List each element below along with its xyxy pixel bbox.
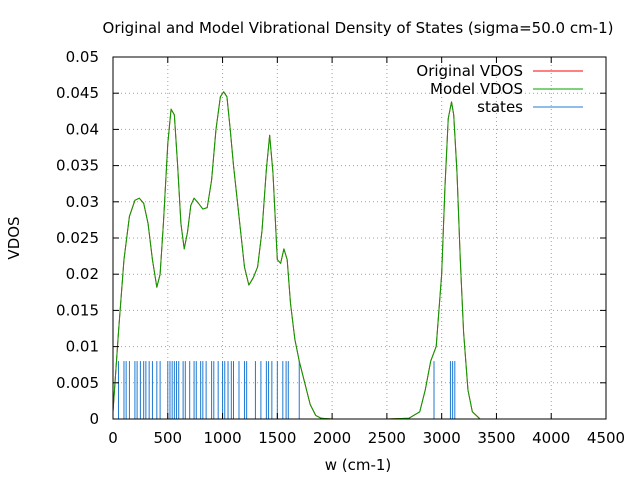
legend-label-model-vdos: Model VDOS bbox=[430, 80, 523, 98]
y-tick-label: 0.035 bbox=[56, 157, 99, 175]
grid bbox=[113, 57, 606, 419]
x-tick-label: 2500 bbox=[368, 429, 406, 447]
x-tick-label: 3000 bbox=[423, 429, 461, 447]
y-tick-label: 0.045 bbox=[56, 84, 99, 102]
x-tick-label: 500 bbox=[153, 429, 182, 447]
y-tick-label: 0.04 bbox=[66, 120, 99, 138]
x-axis-label: w (cm-1) bbox=[325, 456, 392, 474]
y-tick-label: 0.015 bbox=[56, 301, 99, 319]
x-tick-label: 2000 bbox=[313, 429, 351, 447]
x-tick-label: 4500 bbox=[587, 429, 625, 447]
x-tick-label: 0 bbox=[108, 429, 118, 447]
y-tick-label: 0.01 bbox=[66, 338, 99, 356]
chart-title: Original and Model Vibrational Density o… bbox=[103, 19, 614, 37]
legend: Original VDOS Model VDOS states bbox=[416, 62, 583, 116]
series-lines bbox=[112, 91, 606, 420]
x-tick-label: 1000 bbox=[203, 429, 241, 447]
series-states bbox=[117, 361, 456, 419]
y-ticks: 0 0.005 0.01 0.015 0.02 0.025 0.03 0.035 0.04 0.0… bbox=[56, 48, 606, 428]
y-tick-label: 0.05 bbox=[66, 48, 99, 66]
series-line-model-vdos bbox=[112, 91, 606, 420]
legend-label-states: states bbox=[477, 98, 523, 116]
x-tick-label: 1500 bbox=[258, 429, 296, 447]
x-ticks: 0 500 1000 1500 2000 2500 3000 3500 4000 4500 bbox=[108, 57, 625, 447]
y-axis-label: VDOS bbox=[5, 216, 23, 259]
series-original-vdos bbox=[112, 91, 606, 420]
x-tick-label: 3500 bbox=[477, 429, 515, 447]
x-tick-label: 4000 bbox=[532, 429, 570, 447]
y-tick-label: 0.02 bbox=[66, 265, 99, 283]
y-tick-label: 0 bbox=[89, 410, 99, 428]
legend-label-original-vdos: Original VDOS bbox=[416, 62, 523, 80]
y-tick-label: 0.03 bbox=[66, 193, 99, 211]
plot-frame bbox=[112, 56, 607, 420]
series-model-vdos bbox=[112, 91, 606, 420]
y-tick-label: 0.005 bbox=[56, 374, 99, 392]
series-line-original-vdos bbox=[112, 91, 606, 420]
y-tick-label: 0.025 bbox=[56, 229, 99, 247]
